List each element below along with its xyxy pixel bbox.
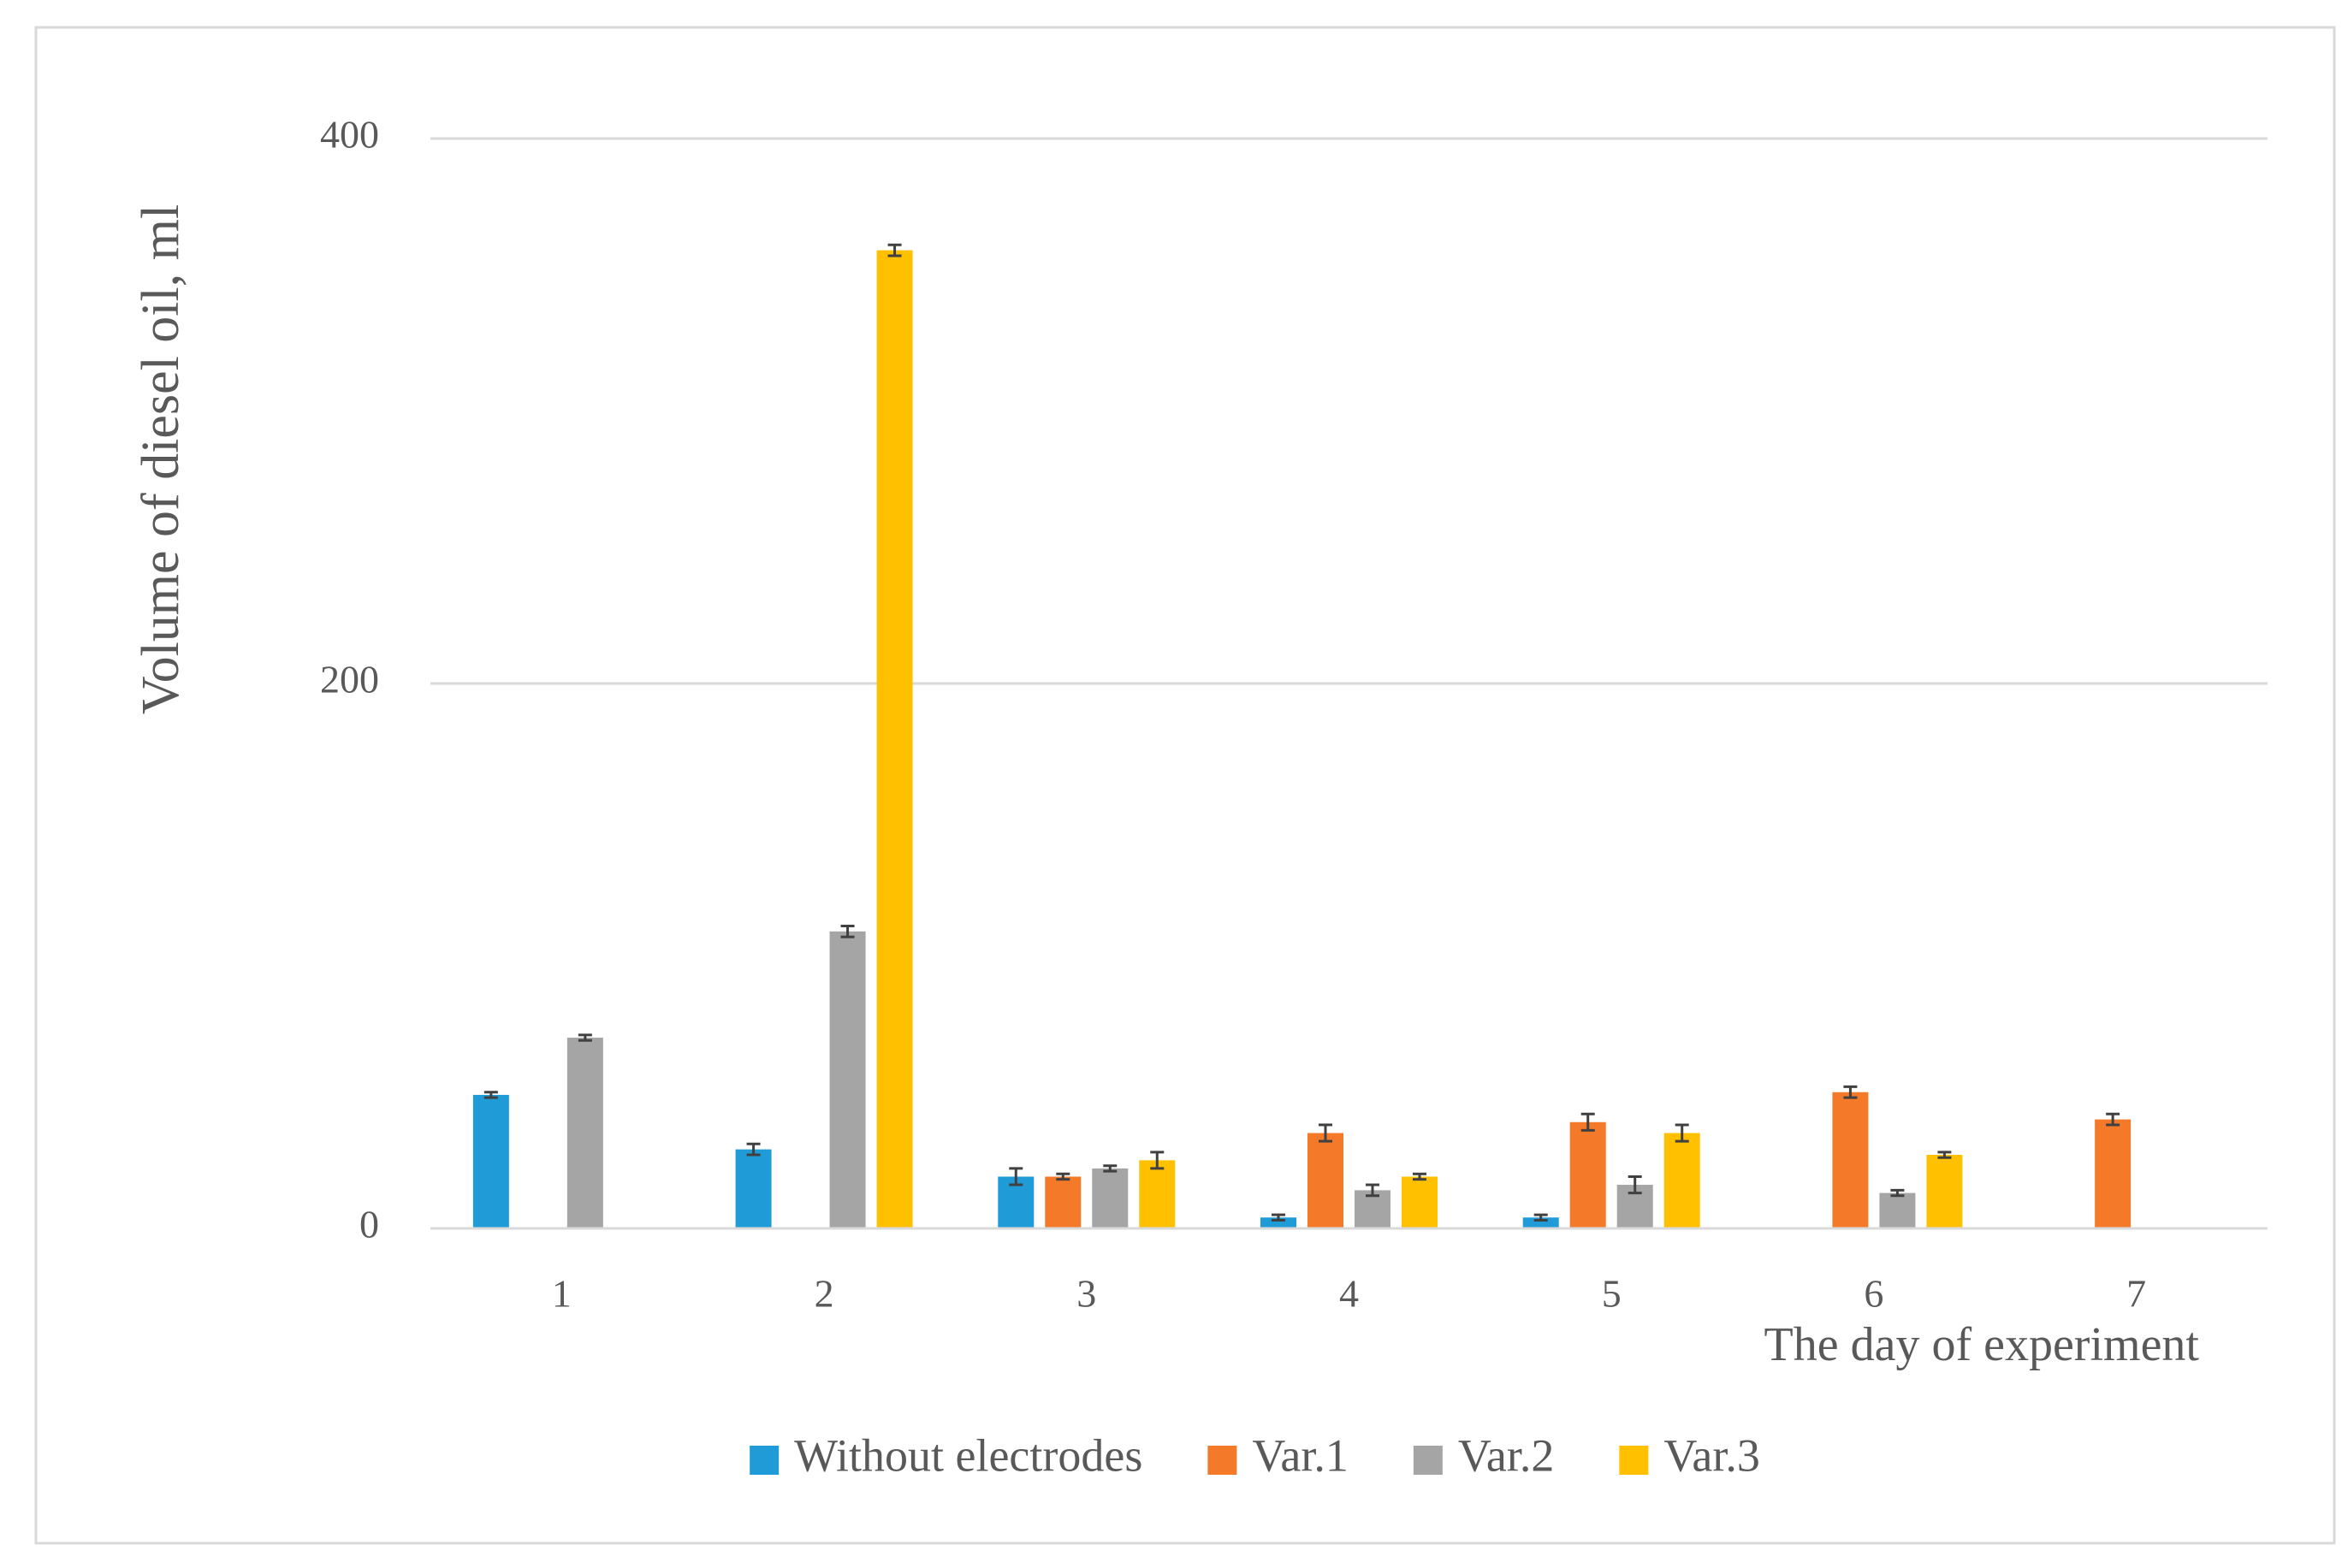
legend-label: Var.1 <box>1252 1429 1348 1481</box>
error-bar <box>1843 1085 1858 1099</box>
error-bar <box>887 243 902 257</box>
x-tick-label: 2 <box>815 1272 834 1316</box>
x-axis-title: The day of experiment <box>1764 1318 2200 1371</box>
error-bar <box>1319 1123 1332 1143</box>
x-tick-label: 3 <box>1076 1272 1096 1316</box>
error-bar <box>840 924 855 938</box>
x-tick-label: 1 <box>552 1272 572 1316</box>
legend-label: Var.2 <box>1458 1429 1554 1481</box>
y-tick-label: 0 <box>359 1203 379 1246</box>
bar <box>1139 1160 1176 1228</box>
legend-swatch <box>1413 1446 1443 1475</box>
bar <box>566 1038 603 1228</box>
error-bar <box>1890 1188 1905 1198</box>
bar <box>829 931 866 1228</box>
y-tick-label: 200 <box>320 658 379 701</box>
bar <box>1879 1192 1916 1228</box>
error-bar <box>2106 1112 2120 1127</box>
error-bar <box>1150 1151 1165 1170</box>
error-bar <box>1103 1164 1118 1173</box>
error-bar <box>1413 1172 1426 1181</box>
error-bar <box>1533 1213 1548 1222</box>
bar <box>1260 1217 1296 1228</box>
error-bar <box>1272 1213 1285 1222</box>
bar <box>1045 1176 1082 1228</box>
bar <box>1307 1133 1343 1228</box>
y-tick-label: 400 <box>320 113 379 157</box>
legend-label: Without electrodes <box>794 1429 1142 1481</box>
error-bar <box>1628 1175 1642 1195</box>
legend: Without electrodes Var.1 Var.2 Var.3 <box>750 1429 1760 1481</box>
bar <box>735 1149 772 1228</box>
error-bar <box>1937 1151 1952 1159</box>
bar <box>1663 1133 1700 1228</box>
legend-swatch <box>1207 1446 1237 1475</box>
bar <box>1832 1092 1869 1228</box>
x-tick-label: 4 <box>1339 1272 1359 1316</box>
error-bar <box>1056 1172 1070 1181</box>
bar <box>1522 1217 1559 1228</box>
chart-frame <box>34 26 2336 1545</box>
bar <box>472 1094 509 1228</box>
error-bar <box>1009 1167 1023 1186</box>
error-bar <box>578 1033 592 1042</box>
error-bar <box>1366 1183 1379 1198</box>
error-bar <box>746 1142 761 1157</box>
error-bar <box>1675 1123 1689 1143</box>
error-bar <box>1580 1112 1595 1132</box>
x-tick-label: 5 <box>1602 1272 1622 1316</box>
x-tick-label: 6 <box>1864 1272 1883 1316</box>
bar <box>1926 1155 1963 1228</box>
error-bar <box>483 1091 498 1099</box>
y-axis-title: Volume of diesel oil, ml <box>132 204 190 714</box>
bar <box>2095 1119 2132 1228</box>
legend-swatch <box>750 1446 780 1475</box>
bar <box>1402 1176 1438 1228</box>
legend-label: Var.3 <box>1663 1429 1759 1481</box>
legend-swatch <box>1619 1446 1649 1475</box>
bar <box>1092 1168 1129 1228</box>
bar <box>1569 1121 1606 1228</box>
x-tick-label: 7 <box>2126 1272 2146 1316</box>
bar <box>876 250 913 1229</box>
